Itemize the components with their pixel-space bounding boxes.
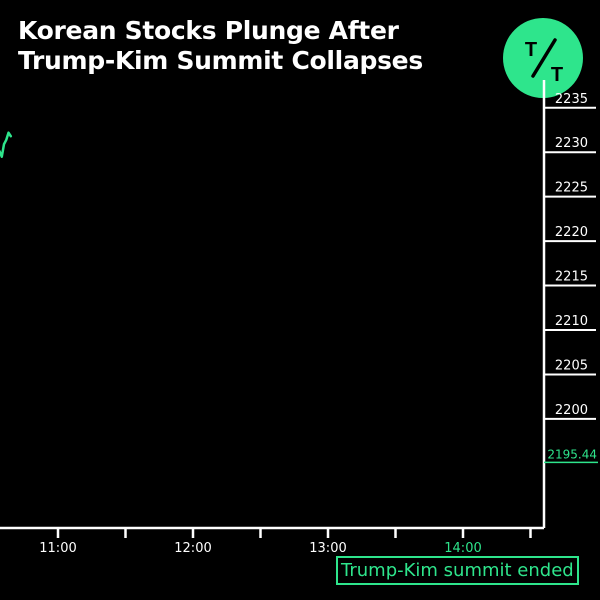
y-tick-label: 2210 [555, 314, 588, 329]
x-tick-label: 11:00 [39, 541, 76, 556]
logo-slash [531, 38, 557, 78]
logo-letter-bottom: T [551, 64, 563, 86]
chart-title: Korean Stocks Plunge After Trump-Kim Sum… [18, 16, 423, 76]
title-line-2: Trump-Kim Summit Collapses [18, 46, 423, 75]
y-tick-label: 2205 [555, 358, 588, 373]
y-tick-label: 2235 [555, 92, 588, 107]
y-tick-label: 2225 [555, 181, 588, 196]
x-tick-label: 12:00 [174, 541, 211, 556]
logo-letter-top: T [525, 39, 537, 61]
x-tick-label-event: 14:00 [444, 541, 481, 556]
y-tick-label: 2230 [555, 136, 588, 151]
y-tick-label: 2200 [555, 403, 588, 418]
event-annotation: Trump-Kim summit ended [336, 556, 579, 585]
x-tick-label: 13:00 [309, 541, 346, 556]
title-line-1: Korean Stocks Plunge After [18, 16, 399, 45]
last-value-label: 2195.44 [547, 447, 597, 461]
price-line [0, 131, 13, 158]
y-tick-label: 2215 [555, 270, 588, 285]
logo-mark: T T [525, 38, 563, 86]
y-tick-label: 2220 [555, 225, 588, 240]
